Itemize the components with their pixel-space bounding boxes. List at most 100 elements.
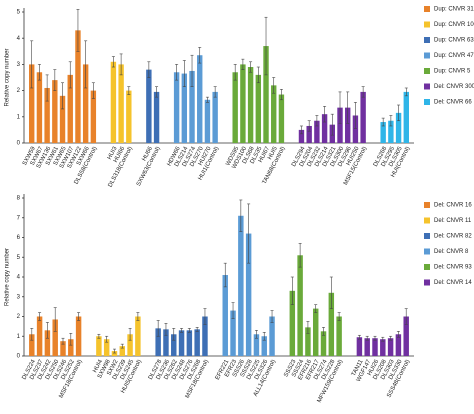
bar <box>127 334 133 356</box>
legend-label: Del: CNVR 8 <box>434 249 469 255</box>
bar <box>255 74 262 143</box>
bar <box>197 55 203 144</box>
legend-label: Dup: CNVR 31 <box>434 7 474 13</box>
bar <box>29 334 35 356</box>
bar <box>245 233 252 356</box>
bar <box>153 91 160 143</box>
bar <box>364 338 370 356</box>
bar <box>173 72 180 143</box>
bar <box>202 316 208 356</box>
bar <box>67 74 73 143</box>
bar <box>189 70 195 143</box>
legend-swatch <box>424 99 430 105</box>
y-tick-label: 7 <box>17 215 21 221</box>
bar <box>289 290 296 356</box>
bar <box>118 64 124 143</box>
bar <box>328 292 335 356</box>
y-tick-label: 4 <box>17 275 21 281</box>
bar <box>312 308 319 356</box>
legend-label: Del: CNVR 82 <box>434 234 472 240</box>
bar <box>212 91 218 143</box>
legend-label: Del: CNVR 300 <box>434 84 474 90</box>
bar <box>181 73 188 143</box>
bar <box>135 316 141 356</box>
bar <box>44 330 51 356</box>
y-tick-label: 2 <box>17 88 21 94</box>
bar <box>253 334 260 356</box>
bar <box>60 341 66 356</box>
bar <box>186 330 193 356</box>
bar <box>387 338 394 356</box>
bar <box>44 87 50 143</box>
legend-swatch <box>424 68 430 74</box>
bar <box>352 115 359 143</box>
legend-label: Del: CNVR 93 <box>434 265 472 271</box>
bar <box>204 99 211 143</box>
legend-swatch <box>424 83 430 90</box>
bar <box>75 316 82 356</box>
bar <box>360 91 366 143</box>
bar <box>232 72 238 143</box>
legend-label: Del: CNVR 16 <box>434 203 472 209</box>
bar <box>271 85 277 143</box>
bar <box>96 336 102 356</box>
bar <box>240 64 246 143</box>
bar <box>261 336 267 356</box>
bar <box>380 122 386 143</box>
y-tick-label: 8 <box>17 196 21 202</box>
bar <box>110 61 117 143</box>
bar <box>230 310 236 356</box>
bar <box>356 337 363 356</box>
bar <box>269 316 275 356</box>
bar <box>75 30 81 144</box>
bar <box>320 331 327 356</box>
bar <box>52 80 58 143</box>
y-tick-label: 3 <box>17 294 21 300</box>
bar <box>126 90 132 143</box>
y-tick-label: 6 <box>17 235 21 241</box>
bar <box>29 64 35 143</box>
bar <box>305 327 311 356</box>
legend-swatch <box>424 217 430 224</box>
y-tick-label: 5 <box>17 255 21 261</box>
bar <box>178 330 185 356</box>
legend-swatch <box>424 202 430 208</box>
bar <box>263 46 269 144</box>
bar <box>68 339 74 356</box>
bar <box>314 120 320 143</box>
bar <box>403 91 409 143</box>
bar <box>194 329 200 356</box>
bar <box>238 215 244 356</box>
bar <box>380 339 386 356</box>
bar <box>403 316 409 356</box>
legend-swatch <box>424 37 430 43</box>
bar <box>345 107 351 143</box>
y-tick-label: 1 <box>17 334 21 340</box>
bar <box>59 95 66 143</box>
legend-swatch <box>424 21 430 28</box>
y-tick-label: 1 <box>17 114 21 120</box>
bar <box>298 129 305 143</box>
y-axis-label: Relative copy number <box>5 48 11 106</box>
legend-swatch <box>424 6 430 12</box>
bar <box>155 328 161 356</box>
y-tick-label: 2 <box>17 314 21 320</box>
bar <box>395 112 402 143</box>
bar <box>103 339 110 356</box>
legend-swatch <box>424 279 430 286</box>
bar <box>336 316 342 356</box>
y-tick-label: 0 <box>17 141 21 147</box>
legend-swatch <box>424 52 430 59</box>
bar <box>36 72 43 143</box>
legend-label: Del: CNVR 14 <box>434 280 472 286</box>
bar <box>337 107 343 143</box>
bar <box>111 351 118 356</box>
bar <box>171 334 177 356</box>
bar <box>278 94 285 143</box>
bar <box>247 67 254 143</box>
legend-swatch <box>424 264 430 270</box>
bar <box>90 90 97 143</box>
bar <box>146 69 152 143</box>
y-tick-label: 0 <box>17 354 21 360</box>
